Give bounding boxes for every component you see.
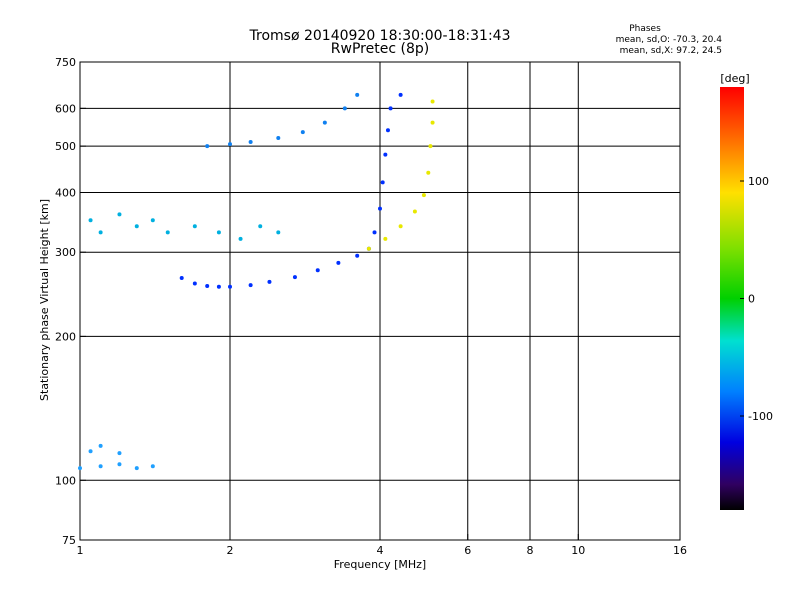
- data-point: [238, 236, 243, 241]
- data-point: [134, 466, 139, 471]
- data-point: [292, 275, 297, 280]
- data-point: [430, 120, 435, 125]
- x-tick-label: 6: [464, 544, 471, 557]
- colorbar-tick-label: 0: [748, 293, 755, 306]
- colorbar-tick-label: -100: [748, 410, 773, 423]
- data-point: [383, 236, 388, 241]
- data-point: [366, 246, 371, 251]
- data-point: [322, 120, 327, 125]
- data-point: [192, 281, 197, 286]
- phase-info-x: mean, sd,X: 97.2, 24.5: [620, 46, 722, 56]
- data-point: [98, 443, 103, 448]
- y-tick-label: 100: [55, 474, 76, 487]
- data-point: [228, 142, 232, 147]
- y-axis-label: Stationary phase Virtual Height [km]: [38, 199, 51, 401]
- data-point: [430, 99, 435, 104]
- data-point: [248, 140, 253, 145]
- x-tick-label: 1: [77, 544, 84, 557]
- data-point: [205, 283, 210, 288]
- data-point: [117, 462, 122, 467]
- data-point: [421, 193, 426, 198]
- data-point: [388, 106, 393, 111]
- y-tick-label: 300: [55, 246, 76, 259]
- data-point: [380, 180, 385, 185]
- phase-info-heading: Phases: [629, 24, 661, 34]
- x-tick-label: 4: [377, 544, 384, 557]
- data-point: [216, 284, 221, 289]
- data-point: [88, 218, 93, 223]
- axis-ticks: 1 2 4 6 8 10 16 75 100 200 300 400 500 600 750: [55, 56, 687, 557]
- y-tick-label: 200: [55, 330, 76, 343]
- data-point: [150, 464, 155, 469]
- data-point: [216, 230, 221, 235]
- data-point: [315, 268, 320, 273]
- colorbar-unit: [deg]: [720, 72, 749, 85]
- colorbar-ticks: 100 0 -100: [740, 175, 773, 423]
- phase-info-o: mean, sd,O: -70.3, 20.4: [616, 35, 723, 45]
- data-point: [134, 224, 139, 229]
- x-tick-label: 16: [673, 544, 687, 557]
- data-point: [165, 230, 170, 235]
- data-point: [276, 230, 281, 235]
- data-point: [426, 170, 431, 175]
- data-point: [117, 212, 122, 217]
- data-point: [336, 260, 341, 265]
- data-point: [179, 275, 184, 280]
- data-point: [88, 449, 93, 454]
- x-axis-label: Frequency [MHz]: [334, 558, 426, 571]
- data-point: [378, 206, 382, 211]
- chart-title: Tromsø 20140920 18:30:00-18:31:43: [249, 28, 511, 44]
- colorbar-tick-label: 100: [748, 175, 769, 188]
- data-point: [342, 106, 347, 111]
- y-tick-label: 75: [62, 534, 76, 547]
- data-point: [385, 128, 390, 133]
- data-point: [78, 466, 82, 471]
- data-point: [383, 152, 388, 157]
- data-point: [248, 283, 253, 288]
- chart-subtitle: RwPretec (8p): [331, 41, 429, 57]
- x-tick-label: 10: [571, 544, 585, 557]
- data-point: [428, 144, 433, 149]
- data-point: [412, 209, 417, 214]
- data-point: [205, 144, 210, 149]
- data-point: [98, 230, 103, 235]
- data-point: [267, 279, 272, 284]
- data-point: [192, 224, 197, 229]
- data-point: [276, 136, 281, 141]
- data-point: [355, 253, 360, 258]
- data-point: [398, 92, 403, 97]
- x-tick-label: 2: [227, 544, 234, 557]
- data-point: [258, 224, 263, 229]
- data-point: [398, 224, 403, 229]
- x-tick-label: 8: [527, 544, 534, 557]
- data-point: [355, 92, 360, 97]
- data-point: [300, 130, 305, 135]
- data-point: [372, 230, 377, 235]
- y-tick-label: 600: [55, 102, 76, 115]
- data-point: [98, 464, 103, 469]
- y-tick-label: 400: [55, 186, 76, 199]
- data-point: [117, 451, 122, 456]
- data-point: [150, 218, 155, 223]
- y-tick-label: 500: [55, 140, 76, 153]
- y-tick-label: 750: [55, 56, 76, 69]
- data-points: [78, 92, 435, 471]
- grid-lines: [80, 62, 680, 540]
- data-point: [228, 284, 232, 289]
